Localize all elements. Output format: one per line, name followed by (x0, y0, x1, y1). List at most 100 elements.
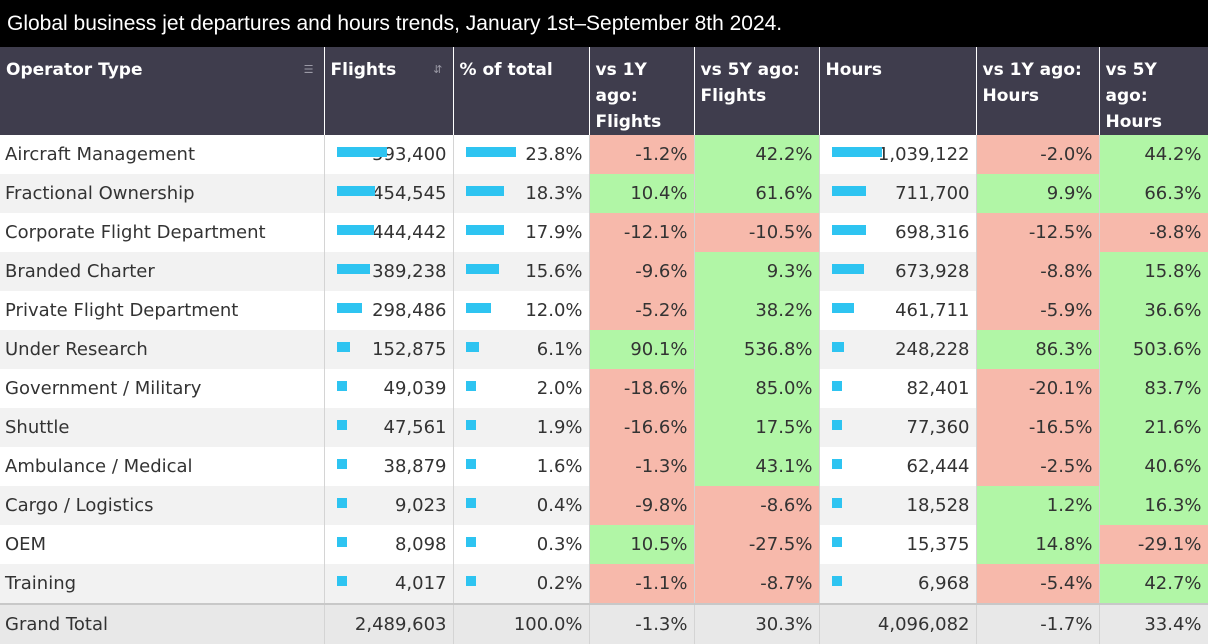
hours-bar (831, 146, 882, 157)
vs5y-hours-cell: 42.7% (1099, 564, 1208, 604)
hours-cell: 711,700 (819, 174, 977, 213)
vs1y-flights-cell: -9.8% (589, 486, 695, 525)
hours-bar (831, 224, 866, 235)
flights-cell: 454,545 (324, 174, 454, 213)
vs5y-flights-cell: -10.5% (694, 213, 820, 252)
vs1y-hours-cell: -16.5% (976, 408, 1100, 447)
header-vs1y-hours[interactable]: vs 1Y ago: Hours (976, 47, 1100, 135)
vs1y-flights-cell: -1.3% (589, 447, 695, 486)
vs5y-hours-cell: 16.3% (1099, 486, 1208, 525)
header-flights[interactable]: Flights ⇵ (324, 47, 454, 135)
vs1y-flights-cell: -18.6% (589, 369, 695, 408)
vs5y-hours-cell: 44.2% (1099, 135, 1208, 174)
header-row: Operator Type ☰ Flights ⇵ % of total vs 1Y… (0, 47, 1208, 135)
operator-type-cell: Cargo / Logistics (0, 486, 325, 525)
table-row: Corporate Flight Department 444,442 17.9% -… (0, 213, 1208, 252)
vs1y-flights-cell: 10.4% (589, 174, 695, 213)
vs1y-flights-cell: 90.1% (589, 330, 695, 369)
flights-bar (336, 575, 347, 586)
vs1y-flights-cell: -12.1% (589, 213, 695, 252)
hours-cell: 18,528 (819, 486, 977, 525)
cell-value: 0.3% (536, 534, 583, 555)
flights-cell: 49,039 (324, 369, 454, 408)
hours-cell: 15,375 (819, 525, 977, 564)
operator-type-cell: Fractional Ownership (0, 174, 325, 213)
flights-bar (336, 224, 374, 235)
vs5y-hours-cell: 66.3% (1099, 174, 1208, 213)
flights-cell: 38,879 (324, 447, 454, 486)
flights-cell: 298,486 (324, 291, 454, 330)
hours-cell: 248,228 (819, 330, 977, 369)
cell-value: 82,401 (906, 378, 970, 399)
header-vs5y-flights[interactable]: vs 5Y ago: Flights (694, 47, 820, 135)
cell-value: 77,360 (906, 417, 970, 438)
table-row: Under Research 152,875 6.1% 90.1% 536.8% 248,… (0, 330, 1208, 369)
header-pct-total[interactable]: % of total (453, 47, 590, 135)
table-row: Training 4,017 0.2% -1.1% -8.7% 6,968 -5.4% 42.… (0, 564, 1208, 604)
vs5y-hours-cell: 15.8% (1099, 252, 1208, 291)
flights-cell: 47,561 (324, 408, 454, 447)
vs5y-flights-cell: -27.5% (694, 525, 820, 564)
flights-cell: 444,442 (324, 213, 454, 252)
vs5y-hours-cell: 36.6% (1099, 291, 1208, 330)
cell-value: 444,442 (372, 222, 447, 243)
pct-total-cell: 1.9% (453, 408, 590, 447)
cell-value: 23.8% (525, 144, 583, 165)
cell-value: 18.3% (525, 183, 583, 204)
hours-bar (831, 497, 842, 508)
flights-bar (336, 536, 347, 547)
flights-cell: 9,023 (324, 486, 454, 525)
operator-type-cell: OEM (0, 525, 325, 564)
cell-value: 47,561 (383, 417, 447, 438)
flights-cell: 593,400 (324, 135, 454, 174)
cell-value: 38,879 (383, 456, 447, 477)
hours-cell: 1,039,122 (819, 135, 977, 174)
total-vs5y-flights: 30.3% (694, 603, 820, 644)
filter-icon[interactable]: ☰ (303, 63, 314, 76)
cell-value: 4,017 (394, 573, 447, 594)
table-row: Ambulance / Medical 38,879 1.6% -1.3% 43.1% 6… (0, 447, 1208, 486)
cell-value: 593,400 (372, 144, 447, 165)
flights-bar (336, 497, 347, 508)
hours-bar (831, 341, 844, 352)
table-row: Fractional Ownership 454,545 18.3% 10.4% 61.… (0, 174, 1208, 213)
vs1y-flights-cell: -16.6% (589, 408, 695, 447)
flights-bar (336, 458, 347, 469)
hours-bar (831, 575, 842, 586)
cell-value: 12.0% (525, 300, 583, 321)
total-flights: 2,489,603 (324, 603, 454, 644)
header-vs5y-hours[interactable]: vs 5Y ago: Hours (1099, 47, 1208, 135)
header-operator-type[interactable]: Operator Type ☰ (0, 47, 325, 135)
flights-cell: 8,098 (324, 525, 454, 564)
pct-total-cell: 1.6% (453, 447, 590, 486)
data-table: Operator Type ☰ Flights ⇵ % of total vs 1Y… (0, 47, 1208, 644)
total-vs5y-hours: 33.4% (1099, 603, 1208, 644)
cell-value: 9,023 (394, 495, 447, 516)
vs5y-flights-cell: 536.8% (694, 330, 820, 369)
vs5y-hours-cell: 40.6% (1099, 447, 1208, 486)
vs5y-hours-cell: -29.1% (1099, 525, 1208, 564)
flights-bar (336, 419, 347, 430)
pct-total-cell: 15.6% (453, 252, 590, 291)
chart-title: Global business jet departures and hours… (0, 0, 1208, 47)
header-hours[interactable]: Hours (819, 47, 977, 135)
total-hours: 4,096,082 (819, 603, 977, 644)
flights-bar (336, 341, 350, 352)
pct-bar (465, 341, 479, 352)
hours-cell: 82,401 (819, 369, 977, 408)
hours-bar (831, 536, 842, 547)
header-vs1y-flights[interactable]: vs 1Y ago: Flights (589, 47, 695, 135)
cell-value: 0.4% (536, 495, 583, 516)
vs5y-flights-cell: -8.6% (694, 486, 820, 525)
vs1y-hours-cell: -8.8% (976, 252, 1100, 291)
cell-value: 698,316 (895, 222, 970, 243)
flights-cell: 4,017 (324, 564, 454, 604)
pct-bar (465, 458, 476, 469)
vs5y-flights-cell: -8.7% (694, 564, 820, 604)
vs5y-flights-cell: 38.2% (694, 291, 820, 330)
hours-cell: 6,968 (819, 564, 977, 604)
hours-bar (831, 263, 864, 274)
sort-icon[interactable]: ⇵ (433, 63, 443, 76)
operator-type-cell: Government / Military (0, 369, 325, 408)
cell-value: 711,700 (895, 183, 970, 204)
